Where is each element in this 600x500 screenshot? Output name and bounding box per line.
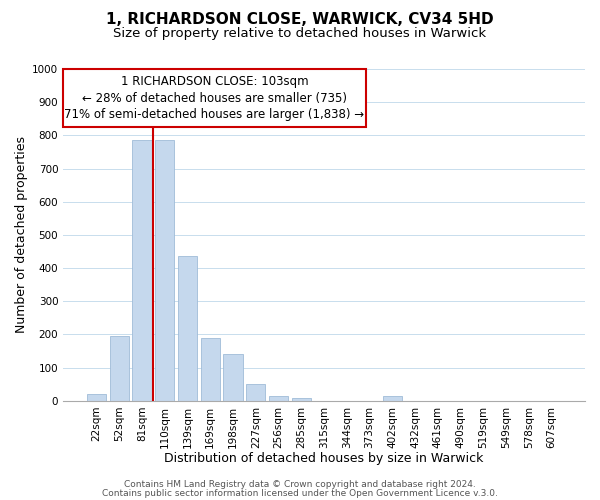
Text: 1, RICHARDSON CLOSE, WARWICK, CV34 5HD: 1, RICHARDSON CLOSE, WARWICK, CV34 5HD <box>106 12 494 28</box>
Bar <box>269 396 288 401</box>
Text: ← 28% of detached houses are smaller (735): ← 28% of detached houses are smaller (73… <box>82 92 347 104</box>
Y-axis label: Number of detached properties: Number of detached properties <box>15 136 28 334</box>
Bar <box>133 140 152 401</box>
Bar <box>383 396 402 401</box>
Bar <box>155 140 175 401</box>
Bar <box>110 336 129 401</box>
Text: 1 RICHARDSON CLOSE: 103sqm: 1 RICHARDSON CLOSE: 103sqm <box>121 76 308 88</box>
X-axis label: Distribution of detached houses by size in Warwick: Distribution of detached houses by size … <box>164 452 484 465</box>
Bar <box>246 384 265 401</box>
Bar <box>200 338 220 401</box>
Text: Contains HM Land Registry data © Crown copyright and database right 2024.: Contains HM Land Registry data © Crown c… <box>124 480 476 489</box>
Bar <box>292 398 311 401</box>
Text: Size of property relative to detached houses in Warwick: Size of property relative to detached ho… <box>113 28 487 40</box>
Text: 71% of semi-detached houses are larger (1,838) →: 71% of semi-detached houses are larger (… <box>64 108 365 121</box>
Bar <box>223 354 243 401</box>
Text: Contains public sector information licensed under the Open Government Licence v.: Contains public sector information licen… <box>102 488 498 498</box>
Bar <box>87 394 106 401</box>
Bar <box>178 256 197 401</box>
